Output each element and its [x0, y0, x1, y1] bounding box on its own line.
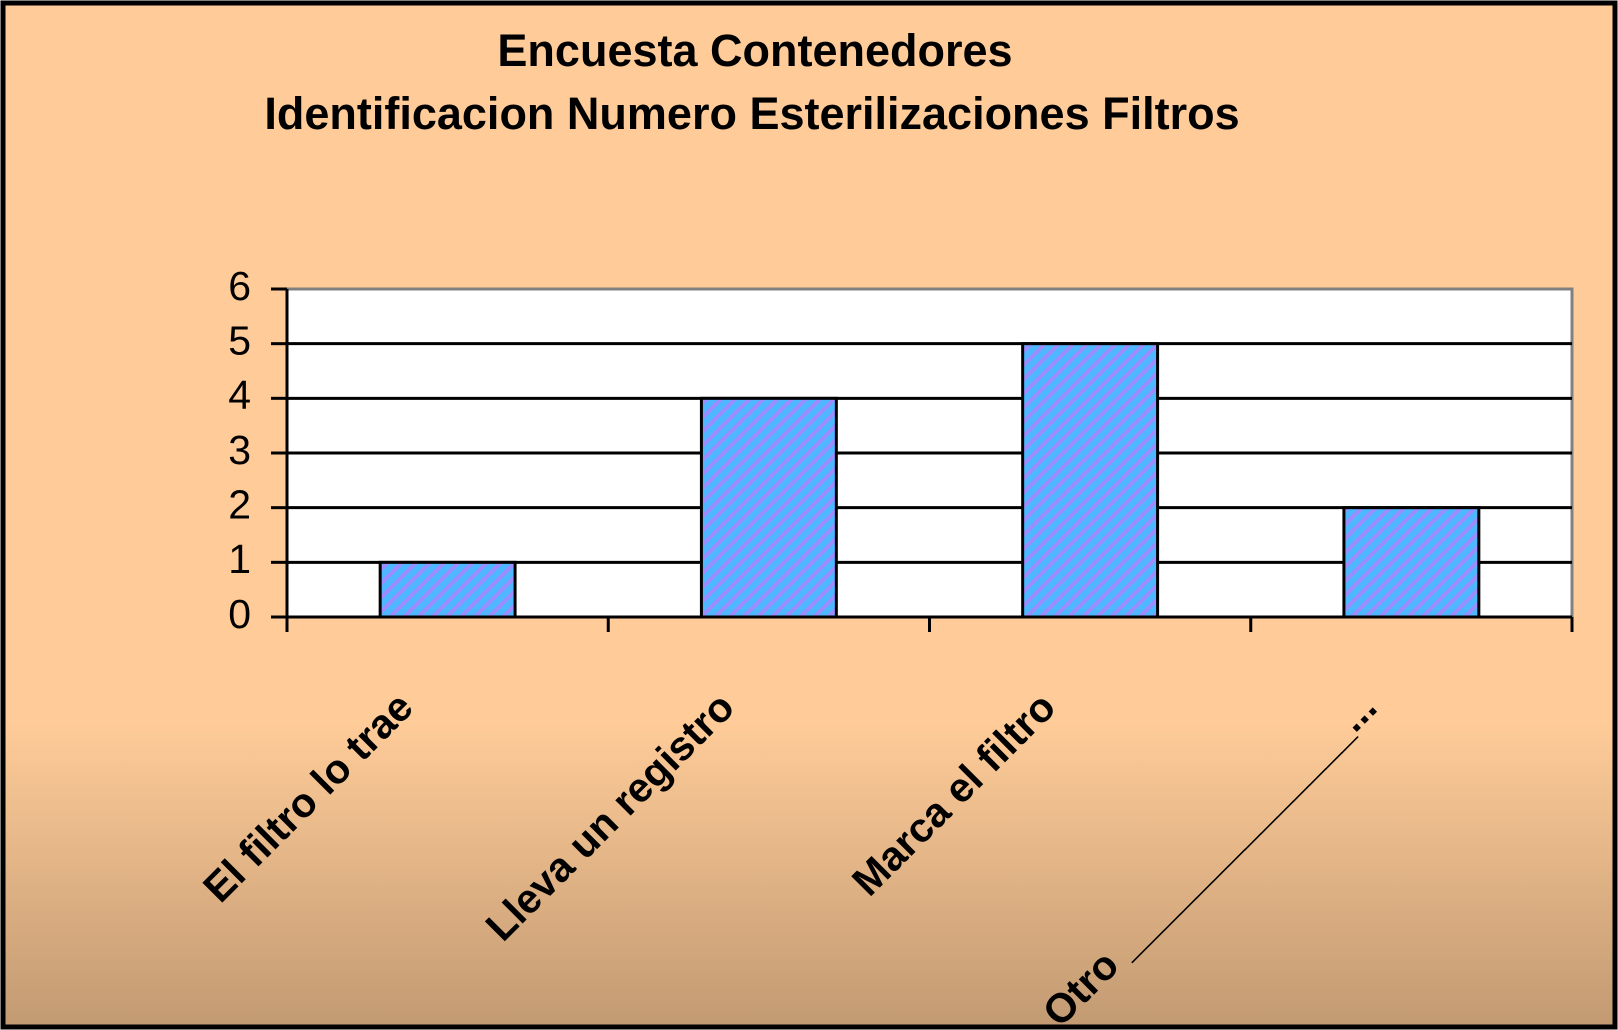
chart-title: Encuesta Contenedores [497, 25, 1012, 76]
y-tick-label: 0 [228, 591, 251, 637]
y-tick-label: 6 [228, 263, 251, 309]
chart-subtitle: Identificacion Numero Esterilizaciones F… [264, 88, 1239, 139]
bar [1342, 506, 1481, 619]
bar [699, 396, 838, 619]
y-tick-label: 2 [228, 481, 251, 527]
y-tick-label: 5 [228, 317, 251, 363]
y-tick-label: 3 [228, 427, 251, 473]
bar [378, 560, 517, 619]
bar [1021, 342, 1160, 619]
y-tick-label: 1 [228, 536, 251, 582]
y-tick-label: 4 [228, 372, 251, 418]
